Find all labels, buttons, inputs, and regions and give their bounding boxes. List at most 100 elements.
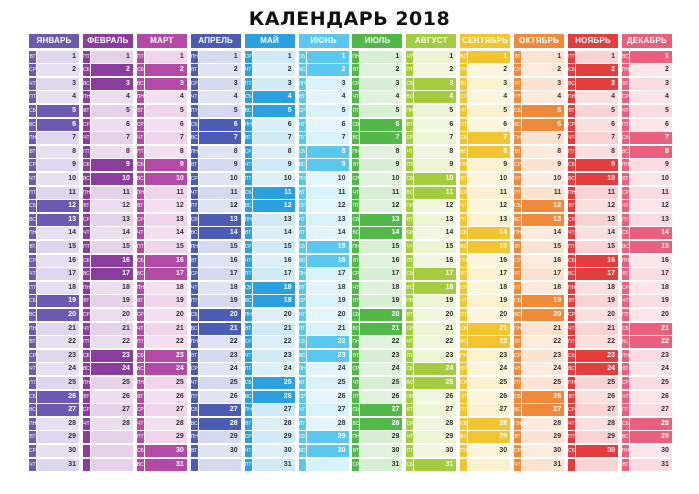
day-cell[interactable]: 4 xyxy=(198,91,241,104)
day-cell[interactable]: 2 xyxy=(252,64,295,77)
day-cell[interactable]: 29 xyxy=(468,431,511,444)
day-cell[interactable]: 13 xyxy=(360,213,403,226)
day-cell[interactable]: 17 xyxy=(198,268,241,281)
day-cell[interactable]: 30 xyxy=(629,444,672,457)
day-cell[interactable]: 13 xyxy=(252,213,295,226)
day-cell[interactable]: 10 xyxy=(576,172,618,185)
day-cell[interactable]: 2 xyxy=(522,64,565,77)
day-cell[interactable]: 11 xyxy=(90,186,133,199)
day-cell[interactable]: 24 xyxy=(576,363,618,376)
day-cell[interactable]: 1 xyxy=(522,50,565,63)
day-cell[interactable]: 12 xyxy=(576,200,618,213)
day-cell[interactable]: 2 xyxy=(37,64,79,77)
day-cell[interactable]: 19 xyxy=(306,295,349,308)
day-cell[interactable]: 1 xyxy=(306,50,349,63)
day-cell[interactable]: 25 xyxy=(629,376,672,389)
day-cell[interactable]: 21 xyxy=(198,322,241,335)
day-cell[interactable]: 4 xyxy=(414,91,457,104)
day-cell[interactable]: 19 xyxy=(37,295,79,308)
day-cell[interactable]: 6 xyxy=(90,118,133,131)
day-cell[interactable]: 13 xyxy=(629,213,672,226)
day-cell[interactable]: 18 xyxy=(629,281,672,294)
day-cell[interactable]: 5 xyxy=(37,104,79,117)
day-cell[interactable]: 15 xyxy=(522,240,565,253)
day-cell[interactable]: 2 xyxy=(414,64,457,77)
day-cell[interactable]: 13 xyxy=(198,213,241,226)
day-cell[interactable]: 16 xyxy=(198,254,241,267)
day-cell[interactable]: 31 xyxy=(252,458,295,471)
day-cell[interactable]: 23 xyxy=(306,349,349,362)
day-cell[interactable]: 10 xyxy=(468,172,511,185)
day-cell[interactable]: 17 xyxy=(144,268,187,281)
day-cell[interactable]: 8 xyxy=(576,145,618,158)
day-cell[interactable]: 8 xyxy=(360,145,403,158)
day-cell[interactable]: 27 xyxy=(90,404,133,417)
day-cell[interactable]: 26 xyxy=(414,390,457,403)
day-cell[interactable]: 3 xyxy=(198,77,241,90)
day-cell[interactable]: 9 xyxy=(252,159,295,172)
day-cell[interactable]: 2 xyxy=(468,64,511,77)
day-cell[interactable]: 9 xyxy=(37,159,79,172)
day-cell[interactable]: 31 xyxy=(360,458,403,471)
day-cell[interactable]: 21 xyxy=(576,322,618,335)
day-cell[interactable]: 13 xyxy=(522,213,565,226)
day-cell[interactable]: 26 xyxy=(37,390,79,403)
day-cell[interactable]: 8 xyxy=(198,145,241,158)
day-cell[interactable]: 12 xyxy=(360,200,403,213)
day-cell[interactable]: 25 xyxy=(576,376,618,389)
day-cell[interactable]: 18 xyxy=(144,281,187,294)
day-cell[interactable]: 6 xyxy=(629,118,672,131)
day-cell[interactable]: 28 xyxy=(37,417,79,430)
day-cell[interactable]: 6 xyxy=(576,118,618,131)
day-cell[interactable]: 23 xyxy=(522,349,565,362)
day-cell[interactable]: 27 xyxy=(37,404,79,417)
day-cell[interactable]: 4 xyxy=(90,91,133,104)
day-cell[interactable]: 13 xyxy=(144,213,187,226)
day-cell[interactable]: 22 xyxy=(90,336,133,349)
day-cell[interactable]: 27 xyxy=(576,404,618,417)
day-cell[interactable]: 2 xyxy=(306,64,349,77)
day-cell[interactable]: 21 xyxy=(468,322,511,335)
day-cell[interactable]: 24 xyxy=(522,363,565,376)
day-cell[interactable]: 20 xyxy=(252,308,295,321)
day-cell[interactable]: 30 xyxy=(468,444,511,457)
day-cell[interactable]: 2 xyxy=(198,64,241,77)
day-cell[interactable]: 29 xyxy=(252,431,295,444)
day-cell[interactable]: 22 xyxy=(198,336,241,349)
day-cell[interactable]: 19 xyxy=(522,295,565,308)
day-cell[interactable]: 10 xyxy=(414,172,457,185)
day-cell[interactable]: 31 xyxy=(414,458,457,471)
day-cell[interactable]: 3 xyxy=(37,77,79,90)
day-cell[interactable]: 30 xyxy=(414,444,457,457)
day-cell[interactable]: 1 xyxy=(468,50,511,63)
day-cell[interactable]: 19 xyxy=(576,295,618,308)
day-cell[interactable]: 12 xyxy=(37,200,79,213)
day-cell[interactable]: 15 xyxy=(90,240,133,253)
day-cell[interactable]: 21 xyxy=(144,322,187,335)
day-cell[interactable]: 3 xyxy=(629,77,672,90)
day-cell[interactable]: 29 xyxy=(414,431,457,444)
day-cell[interactable]: 7 xyxy=(306,132,349,145)
day-cell[interactable]: 30 xyxy=(306,444,349,457)
day-cell[interactable]: 20 xyxy=(468,308,511,321)
day-cell[interactable]: 13 xyxy=(576,213,618,226)
day-cell[interactable]: 23 xyxy=(629,349,672,362)
day-cell[interactable]: 7 xyxy=(37,132,79,145)
day-cell[interactable]: 21 xyxy=(360,322,403,335)
day-cell[interactable]: 20 xyxy=(144,308,187,321)
day-cell[interactable]: 9 xyxy=(90,159,133,172)
day-cell[interactable]: 15 xyxy=(360,240,403,253)
day-cell[interactable]: 15 xyxy=(306,240,349,253)
day-cell[interactable]: 20 xyxy=(90,308,133,321)
day-cell[interactable]: 27 xyxy=(629,404,672,417)
day-cell[interactable]: 13 xyxy=(90,213,133,226)
day-cell[interactable]: 4 xyxy=(468,91,511,104)
day-cell[interactable]: 22 xyxy=(37,336,79,349)
day-cell[interactable]: 6 xyxy=(468,118,511,131)
day-cell[interactable]: 24 xyxy=(90,363,133,376)
day-cell[interactable]: 1 xyxy=(629,50,672,63)
day-cell[interactable]: 20 xyxy=(306,308,349,321)
day-cell[interactable]: 9 xyxy=(576,159,618,172)
day-cell[interactable]: 1 xyxy=(576,50,618,63)
day-cell[interactable]: 18 xyxy=(468,281,511,294)
